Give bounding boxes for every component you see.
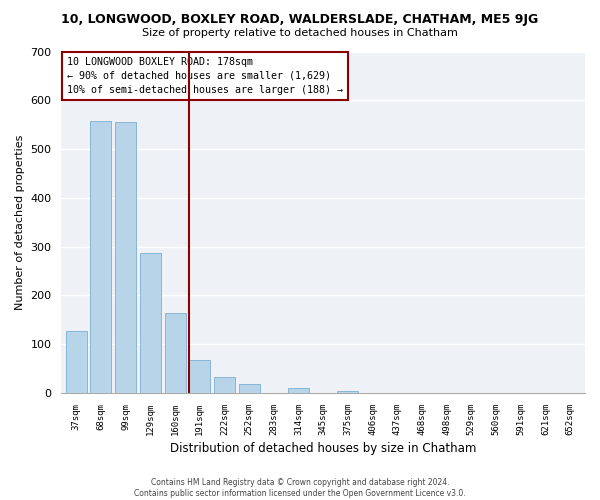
Bar: [115, 122, 136, 393]
Bar: [66, 330, 87, 393]
Bar: [239, 384, 260, 393]
Bar: [288, 388, 309, 393]
Bar: [164, 312, 185, 393]
X-axis label: Distribution of detached houses by size in Chatham: Distribution of detached houses by size …: [170, 442, 476, 455]
Bar: [140, 253, 161, 393]
Text: 10, LONGWOOD, BOXLEY ROAD, WALDERSLADE, CHATHAM, ME5 9JG: 10, LONGWOOD, BOXLEY ROAD, WALDERSLADE, …: [61, 12, 539, 26]
Bar: [337, 390, 358, 393]
Bar: [91, 121, 112, 393]
Text: 10 LONGWOOD BOXLEY ROAD: 178sqm
← 90% of detached houses are smaller (1,629)
10%: 10 LONGWOOD BOXLEY ROAD: 178sqm ← 90% of…: [67, 56, 343, 94]
Y-axis label: Number of detached properties: Number of detached properties: [15, 134, 25, 310]
Bar: [189, 360, 210, 393]
Text: Size of property relative to detached houses in Chatham: Size of property relative to detached ho…: [142, 28, 458, 38]
Bar: [214, 377, 235, 393]
Text: Contains HM Land Registry data © Crown copyright and database right 2024.
Contai: Contains HM Land Registry data © Crown c…: [134, 478, 466, 498]
